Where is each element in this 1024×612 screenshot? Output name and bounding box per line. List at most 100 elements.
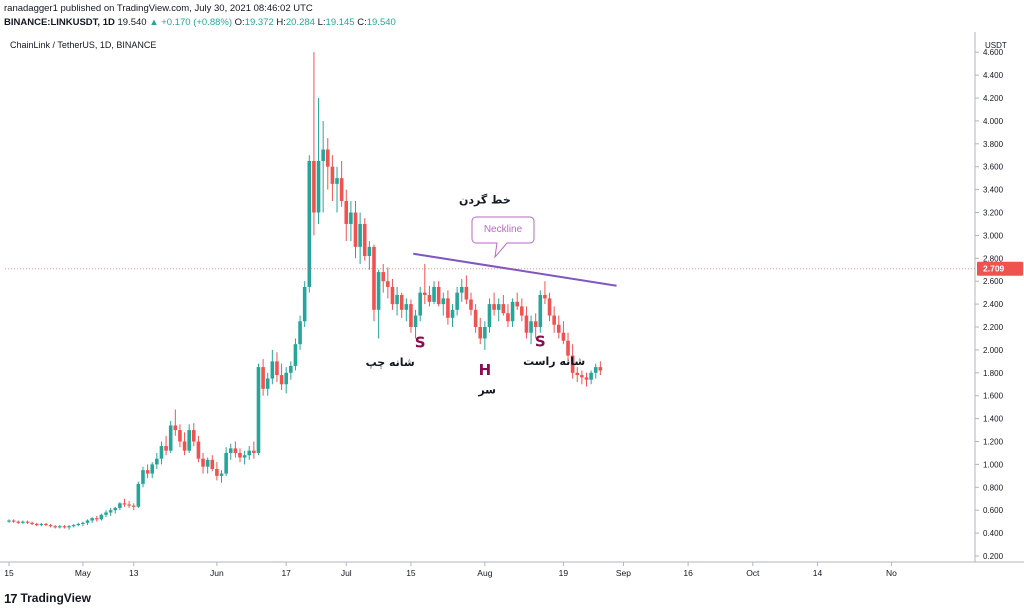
- candle-body[interactable]: [533, 321, 538, 327]
- candle-body[interactable]: [459, 286, 464, 293]
- candle-body[interactable]: [520, 306, 524, 316]
- candle-body[interactable]: [330, 166, 335, 184]
- candle-body[interactable]: [344, 201, 349, 224]
- candle-body[interactable]: [145, 470, 150, 474]
- candle-body[interactable]: [94, 518, 99, 520]
- candle-body[interactable]: [450, 309, 455, 318]
- candle-body[interactable]: [404, 304, 409, 310]
- candle-body[interactable]: [141, 470, 145, 484]
- candle-body[interactable]: [85, 520, 90, 523]
- candle-body[interactable]: [473, 309, 478, 327]
- candle-body[interactable]: [570, 355, 575, 373]
- candle-body[interactable]: [593, 367, 598, 373]
- candle-body[interactable]: [39, 523, 44, 526]
- candle-body[interactable]: [164, 446, 168, 451]
- candle-body[interactable]: [228, 448, 233, 453]
- candle-body[interactable]: [270, 361, 275, 379]
- candle-body[interactable]: [182, 441, 187, 451]
- candle-body[interactable]: [131, 505, 136, 507]
- candle-body[interactable]: [367, 246, 372, 257]
- candle-body[interactable]: [487, 304, 492, 327]
- neckline-callout[interactable]: [471, 216, 535, 259]
- candle-body[interactable]: [210, 459, 215, 469]
- candle-body[interactable]: [589, 372, 593, 380]
- candle-body[interactable]: [423, 292, 427, 295]
- candle-body[interactable]: [492, 304, 496, 310]
- candle-body[interactable]: [538, 294, 543, 327]
- candle-body[interactable]: [155, 458, 159, 465]
- candle-body[interactable]: [7, 520, 11, 522]
- candle-body[interactable]: [233, 448, 238, 453]
- candle-body[interactable]: [358, 223, 362, 247]
- candle-body[interactable]: [432, 286, 436, 302]
- neckline-trendline[interactable]: [413, 252, 617, 287]
- candle-body[interactable]: [196, 441, 201, 459]
- candle-body[interactable]: [386, 281, 390, 287]
- candle-body[interactable]: [556, 324, 561, 333]
- candle-body[interactable]: [575, 372, 580, 376]
- candle-body[interactable]: [478, 327, 483, 339]
- candle-body[interactable]: [104, 512, 108, 515]
- candle-body[interactable]: [62, 526, 67, 528]
- candle-body[interactable]: [316, 160, 321, 213]
- candle-body[interactable]: [238, 452, 242, 458]
- candle-body[interactable]: [224, 452, 228, 474]
- candle-body[interactable]: [446, 298, 450, 318]
- candle-body[interactable]: [298, 321, 302, 345]
- candle-body[interactable]: [192, 430, 196, 442]
- candle-body[interactable]: [159, 446, 164, 459]
- candle-body[interactable]: [496, 304, 501, 310]
- candle-body[interactable]: [71, 525, 76, 527]
- candle-body[interactable]: [289, 365, 293, 373]
- candle-body[interactable]: [349, 212, 353, 224]
- candle-body[interactable]: [307, 160, 312, 287]
- candle-body[interactable]: [584, 377, 589, 380]
- candle-body[interactable]: [118, 503, 122, 508]
- candle-body[interactable]: [201, 458, 205, 467]
- candle-body[interactable]: [76, 523, 81, 526]
- candle-body[interactable]: [187, 430, 191, 451]
- candle-body[interactable]: [321, 149, 325, 161]
- candle-body[interactable]: [242, 455, 247, 458]
- candle-body[interactable]: [552, 315, 556, 325]
- candle-body[interactable]: [580, 375, 584, 378]
- candle-body[interactable]: [81, 522, 85, 524]
- candle-body[interactable]: [256, 367, 261, 453]
- candle-body[interactable]: [219, 473, 224, 476]
- candle-body[interactable]: [395, 294, 399, 305]
- candle-body[interactable]: [372, 246, 376, 310]
- candle-body[interactable]: [16, 521, 21, 523]
- candle-body[interactable]: [339, 178, 344, 202]
- candle-body[interactable]: [302, 286, 307, 322]
- candle-body[interactable]: [265, 378, 270, 389]
- candle-body[interactable]: [529, 321, 533, 333]
- candle-body[interactable]: [381, 272, 386, 282]
- candle-body[interactable]: [524, 315, 529, 333]
- candle-body[interactable]: [67, 526, 71, 528]
- candle-body[interactable]: [469, 299, 473, 310]
- candle-body[interactable]: [53, 526, 57, 528]
- candle-body[interactable]: [30, 522, 34, 524]
- candle-body[interactable]: [441, 298, 446, 305]
- candle-body[interactable]: [21, 521, 25, 523]
- candle-body[interactable]: [413, 315, 418, 327]
- candle-body[interactable]: [275, 361, 279, 376]
- candle-body[interactable]: [150, 464, 155, 474]
- candle-body[interactable]: [418, 292, 422, 316]
- candle-body[interactable]: [279, 375, 284, 385]
- candle-body[interactable]: [483, 327, 487, 339]
- candle-body[interactable]: [362, 223, 367, 257]
- candle-body[interactable]: [34, 523, 39, 526]
- candle-body[interactable]: [108, 510, 113, 513]
- candle-body[interactable]: [501, 304, 506, 314]
- candle-body[interactable]: [113, 507, 118, 511]
- candle-body[interactable]: [48, 525, 53, 527]
- candle-body[interactable]: [510, 301, 515, 322]
- candle-body[interactable]: [136, 483, 141, 507]
- candle-body[interactable]: [215, 468, 219, 476]
- candlestick-chart[interactable]: 0.200 0.400 0.600 0.800 1.000 1.200 1.400 1.600…: [0, 32, 1024, 582]
- chart-area[interactable]: 0.200 0.400 0.600 0.800 1.000 1.200 1.400 1.600…: [0, 32, 1024, 582]
- candle-body[interactable]: [427, 294, 432, 302]
- candle-body[interactable]: [543, 294, 547, 299]
- candle-body[interactable]: [376, 272, 381, 310]
